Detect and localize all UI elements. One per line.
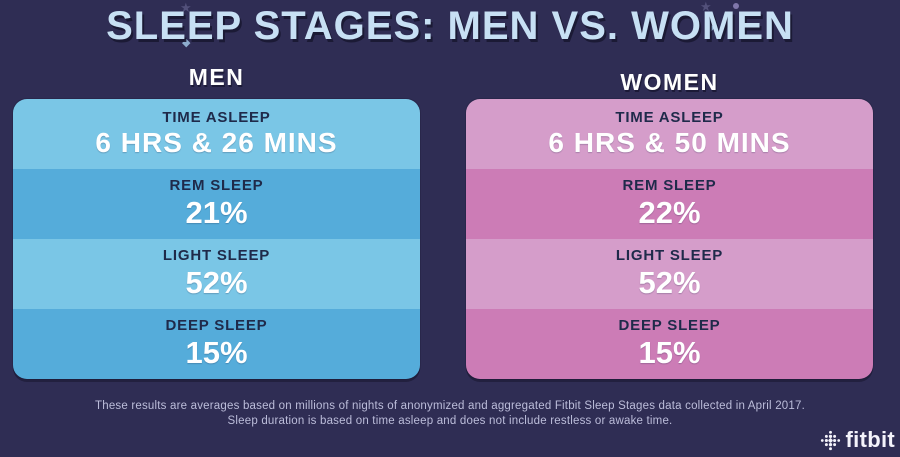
men-deep-sleep-row: DEEP SLEEP 15% [13, 309, 420, 379]
men-time-asleep-row: TIME ASLEEP 6 HRS & 26 MINS [13, 99, 420, 169]
women-deep-sleep-row: DEEP SLEEP 15% [466, 309, 873, 379]
stat-label: DEEP SLEEP [618, 317, 721, 334]
stat-label: TIME ASLEEP [162, 109, 271, 126]
stat-label: REM SLEEP [622, 177, 717, 194]
footnote-line-2: Sleep duration is based on time asleep a… [227, 415, 673, 427]
men-light-sleep-row: LIGHT SLEEP 52% [13, 239, 420, 309]
stat-label: DEEP SLEEP [165, 317, 268, 334]
men-column-header: MEN [188, 64, 245, 90]
stat-label: LIGHT SLEEP [615, 247, 724, 264]
stat-value: 15% [638, 335, 701, 370]
footnote: These results are averages based on mill… [0, 399, 900, 429]
fitbit-logo-icon [820, 430, 840, 450]
stat-label: REM SLEEP [169, 177, 264, 194]
stat-value: 6 HRS & 26 MINS [95, 127, 338, 158]
fitbit-logo: fitbit [820, 427, 895, 453]
page-title: SLEEP STAGES: MEN VS. WOMEN [106, 4, 794, 48]
stat-value: 21% [185, 195, 248, 230]
stat-label: LIGHT SLEEP [162, 247, 271, 264]
stat-value: 15% [185, 335, 248, 370]
stat-value: 6 HRS & 50 MINS [548, 127, 791, 158]
men-stats-card: TIME ASLEEP 6 HRS & 26 MINS REM SLEEP 21… [13, 99, 420, 379]
women-stats-card: TIME ASLEEP 6 HRS & 50 MINS REM SLEEP 22… [466, 99, 873, 379]
footnote-line-1: These results are averages based on mill… [95, 400, 805, 412]
women-light-sleep-row: LIGHT SLEEP 52% [466, 239, 873, 309]
women-rem-sleep-row: REM SLEEP 22% [466, 169, 873, 239]
fitbit-logo-text: fitbit [845, 427, 895, 452]
stat-value: 52% [185, 265, 248, 300]
stat-value: 22% [638, 195, 701, 230]
stat-label: TIME ASLEEP [615, 109, 724, 126]
women-column-header: WOMEN [620, 69, 719, 95]
women-time-asleep-row: TIME ASLEEP 6 HRS & 50 MINS [466, 99, 873, 169]
men-rem-sleep-row: REM SLEEP 21% [13, 169, 420, 239]
stat-value: 52% [638, 265, 701, 300]
